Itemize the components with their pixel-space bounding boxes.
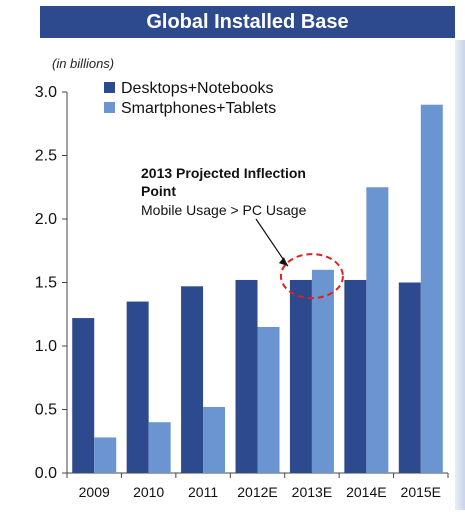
bar-desktops-notebooks xyxy=(72,318,95,473)
bar-smartphones-tablets xyxy=(148,422,171,473)
legend-label: Smartphones+Tablets xyxy=(121,100,276,117)
annotation-title-line1: 2013 Projected Inflection xyxy=(141,165,306,181)
annotation-title-line2: Point xyxy=(141,183,176,199)
x-tick-label: 2009 xyxy=(79,484,110,500)
y-tick-label: 1.5 xyxy=(35,275,57,292)
bar-smartphones-tablets xyxy=(257,326,280,473)
bar-smartphones-tablets xyxy=(420,104,443,473)
chart-title: Global Installed Base xyxy=(40,6,455,38)
y-tick-label: 2.5 xyxy=(35,148,57,165)
annotation-arrow-line xyxy=(255,218,289,267)
x-tick-label: 2015E xyxy=(401,484,441,500)
bar-smartphones-tablets xyxy=(366,187,389,473)
chart-annotation: 2013 Projected Inflection Point Mobile Usa… xyxy=(141,165,344,300)
annotation-arrow-head xyxy=(278,257,288,267)
annotation-subtitle: Mobile Usage > PC Usage xyxy=(141,202,307,218)
bar-smartphones-tablets xyxy=(94,437,117,473)
legend-swatch xyxy=(104,102,115,113)
legend-label: Desktops+Notebooks xyxy=(121,80,274,97)
x-tick-label: 2011 xyxy=(188,484,218,500)
x-tick-label: 2010 xyxy=(133,484,164,500)
y-tick-label: 2.0 xyxy=(35,211,57,228)
side-accent-bar xyxy=(455,40,465,510)
y-tick-label: 0.5 xyxy=(35,402,57,419)
bar-desktops-notebooks xyxy=(398,282,421,473)
bar-smartphones-tablets xyxy=(203,406,226,473)
x-tick-label: 2013E xyxy=(292,484,332,500)
bar-desktops-notebooks xyxy=(126,301,149,473)
y-tick-label: 3.0 xyxy=(35,84,57,101)
bar-desktops-notebooks xyxy=(181,286,204,473)
y-tick-label: 1.0 xyxy=(35,338,57,355)
bar-desktops-notebooks xyxy=(289,279,312,473)
legend-swatch xyxy=(104,82,115,93)
bar-desktops-notebooks xyxy=(344,279,367,473)
x-tick-label: 2012E xyxy=(237,484,277,500)
bar-desktops-notebooks xyxy=(235,279,258,473)
inflection-highlight-ellipse xyxy=(279,253,344,300)
bar-smartphones-tablets xyxy=(311,269,334,473)
chart-ticks: 0.0 0.5 1.0 1.5 2.0 2.5 3.0 2009 2010 2011 2012E 20… xyxy=(35,84,449,500)
x-tick-label: 2014E xyxy=(346,484,386,500)
unit-label: (in billions) xyxy=(52,56,115,71)
chart-legend: Desktops+Notebooks Smartphones+Tablets xyxy=(104,80,276,117)
chart-bars xyxy=(72,104,443,473)
y-tick-label: 0.0 xyxy=(35,465,57,482)
